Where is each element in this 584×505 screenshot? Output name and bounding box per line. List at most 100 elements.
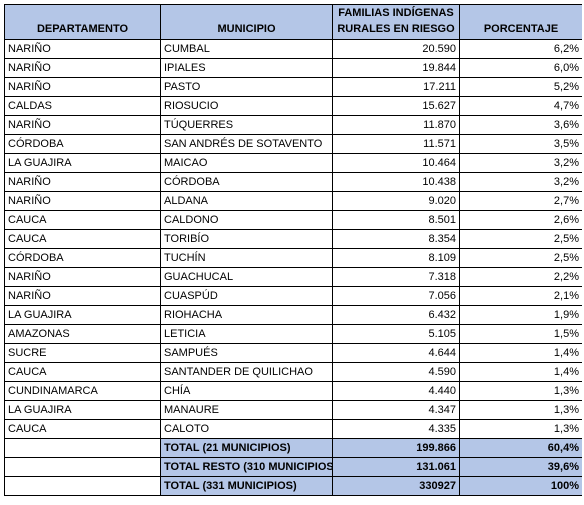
cell-familias[interactable]: 8.109 [332, 248, 460, 268]
cell-familias[interactable]: 4.644 [332, 343, 460, 363]
cell-porcentaje[interactable]: 1,4% [459, 343, 583, 363]
cell-familias[interactable]: 5.105 [332, 324, 460, 344]
cell-departamento[interactable]: NARIÑO [4, 58, 161, 78]
cell-porcentaje[interactable]: 1,4% [459, 362, 583, 382]
cell-departamento[interactable]: NARIÑO [4, 39, 161, 59]
cell-departamento[interactable]: SUCRE [4, 343, 161, 363]
cell-municipio[interactable]: CUASPÚD [160, 286, 333, 306]
cell-porcentaje[interactable]: 4,7% [459, 96, 583, 116]
cell-porcentaje[interactable]: 2,6% [459, 210, 583, 230]
cell-municipio[interactable]: CÓRDOBA [160, 172, 333, 192]
cell-familias[interactable]: 7.318 [332, 267, 460, 287]
cell-familias[interactable]: 11.571 [332, 134, 460, 154]
empty-cell[interactable] [4, 457, 161, 477]
cell-familias[interactable]: 20.590 [332, 39, 460, 59]
cell-departamento[interactable]: NARIÑO [4, 286, 161, 306]
cell-porcentaje[interactable]: 1,3% [459, 381, 583, 401]
cell-municipio[interactable]: MANAURE [160, 400, 333, 420]
header-departamento[interactable]: DEPARTAMENTO [4, 4, 161, 40]
cell-municipio[interactable]: CALDONO [160, 210, 333, 230]
cell-familias[interactable]: 10.438 [332, 172, 460, 192]
total-familias[interactable]: 131.061 [332, 457, 460, 477]
cell-departamento[interactable]: CÓRDOBA [4, 134, 161, 154]
cell-departamento[interactable]: CUNDINAMARCA [4, 381, 161, 401]
total-porcentaje[interactable]: 39,6% [459, 457, 583, 477]
total-label[interactable]: TOTAL (21 MUNICIPIOS) [160, 438, 333, 458]
cell-familias[interactable]: 4.335 [332, 419, 460, 439]
cell-familias[interactable]: 7.056 [332, 286, 460, 306]
cell-familias[interactable]: 19.844 [332, 58, 460, 78]
cell-porcentaje[interactable]: 2,7% [459, 191, 583, 211]
cell-familias[interactable]: 9.020 [332, 191, 460, 211]
cell-porcentaje[interactable]: 6,0% [459, 58, 583, 78]
cell-porcentaje[interactable]: 6,2% [459, 39, 583, 59]
cell-porcentaje[interactable]: 1,9% [459, 305, 583, 325]
cell-porcentaje[interactable]: 3,6% [459, 115, 583, 135]
cell-familias[interactable]: 4.440 [332, 381, 460, 401]
cell-porcentaje[interactable]: 2,1% [459, 286, 583, 306]
cell-departamento[interactable]: LA GUAJIRA [4, 305, 161, 325]
cell-municipio[interactable]: CUMBAL [160, 39, 333, 59]
cell-municipio[interactable]: TORIBÍO [160, 229, 333, 249]
cell-departamento[interactable]: CÓRDOBA [4, 248, 161, 268]
empty-cell[interactable] [4, 476, 161, 496]
total-familias[interactable]: 330927 [332, 476, 460, 496]
cell-municipio[interactable]: IPIALES [160, 58, 333, 78]
total-label[interactable]: TOTAL RESTO (310 MUNICIPIOS) [160, 457, 333, 477]
cell-porcentaje[interactable]: 2,5% [459, 229, 583, 249]
cell-porcentaje[interactable]: 2,2% [459, 267, 583, 287]
cell-municipio[interactable]: RIOHACHA [160, 305, 333, 325]
cell-departamento[interactable]: LA GUAJIRA [4, 153, 161, 173]
cell-departamento[interactable]: AMAZONAS [4, 324, 161, 344]
cell-departamento[interactable]: NARIÑO [4, 267, 161, 287]
empty-cell[interactable] [4, 438, 161, 458]
header-municipio[interactable]: MUNICIPIO [160, 4, 333, 40]
cell-porcentaje[interactable]: 3,5% [459, 134, 583, 154]
cell-departamento[interactable]: LA GUAJIRA [4, 400, 161, 420]
cell-familias[interactable]: 4.590 [332, 362, 460, 382]
cell-familias[interactable]: 17.211 [332, 77, 460, 97]
cell-municipio[interactable]: CHÍA [160, 381, 333, 401]
cell-departamento[interactable]: NARIÑO [4, 115, 161, 135]
cell-municipio[interactable]: TÚQUERRES [160, 115, 333, 135]
cell-municipio[interactable]: GUACHUCAL [160, 267, 333, 287]
cell-municipio[interactable]: TUCHÍN [160, 248, 333, 268]
cell-municipio[interactable]: SAN ANDRÉS DE SOTAVENTO [160, 134, 333, 154]
cell-porcentaje[interactable]: 3,2% [459, 172, 583, 192]
cell-porcentaje[interactable]: 1,3% [459, 419, 583, 439]
cell-departamento[interactable]: NARIÑO [4, 77, 161, 97]
cell-municipio[interactable]: SANTANDER DE QUILICHAO [160, 362, 333, 382]
cell-municipio[interactable]: LETICIA [160, 324, 333, 344]
header-familias[interactable]: FAMILIAS INDÍGENAS RURALES EN RIESGO [332, 4, 460, 40]
cell-departamento[interactable]: CAUCA [4, 229, 161, 249]
total-familias[interactable]: 199.866 [332, 438, 460, 458]
cell-municipio[interactable]: PASTO [160, 77, 333, 97]
cell-porcentaje[interactable]: 5,2% [459, 77, 583, 97]
cell-familias[interactable]: 15.627 [332, 96, 460, 116]
total-label[interactable]: TOTAL (331 MUNICIPIOS) [160, 476, 333, 496]
total-porcentaje[interactable]: 100% [459, 476, 583, 496]
cell-porcentaje[interactable]: 2,5% [459, 248, 583, 268]
cell-municipio[interactable]: RIOSUCIO [160, 96, 333, 116]
cell-departamento[interactable]: CAUCA [4, 210, 161, 230]
cell-familias[interactable]: 11.870 [332, 115, 460, 135]
cell-familias[interactable]: 8.501 [332, 210, 460, 230]
cell-familias[interactable]: 4.347 [332, 400, 460, 420]
header-porcentaje[interactable]: PORCENTAJE [459, 4, 583, 40]
cell-municipio[interactable]: SAMPUÉS [160, 343, 333, 363]
cell-porcentaje[interactable]: 1,5% [459, 324, 583, 344]
cell-municipio[interactable]: ALDANA [160, 191, 333, 211]
cell-familias[interactable]: 6.432 [332, 305, 460, 325]
cell-departamento[interactable]: CAUCA [4, 419, 161, 439]
cell-familias[interactable]: 8.354 [332, 229, 460, 249]
cell-departamento[interactable]: NARIÑO [4, 172, 161, 192]
cell-porcentaje[interactable]: 3,2% [459, 153, 583, 173]
cell-departamento[interactable]: NARIÑO [4, 191, 161, 211]
cell-familias[interactable]: 10.464 [332, 153, 460, 173]
total-porcentaje[interactable]: 60,4% [459, 438, 583, 458]
cell-departamento[interactable]: CALDAS [4, 96, 161, 116]
cell-municipio[interactable]: CALOTO [160, 419, 333, 439]
cell-departamento[interactable]: CAUCA [4, 362, 161, 382]
cell-porcentaje[interactable]: 1,3% [459, 400, 583, 420]
cell-municipio[interactable]: MAICAO [160, 153, 333, 173]
